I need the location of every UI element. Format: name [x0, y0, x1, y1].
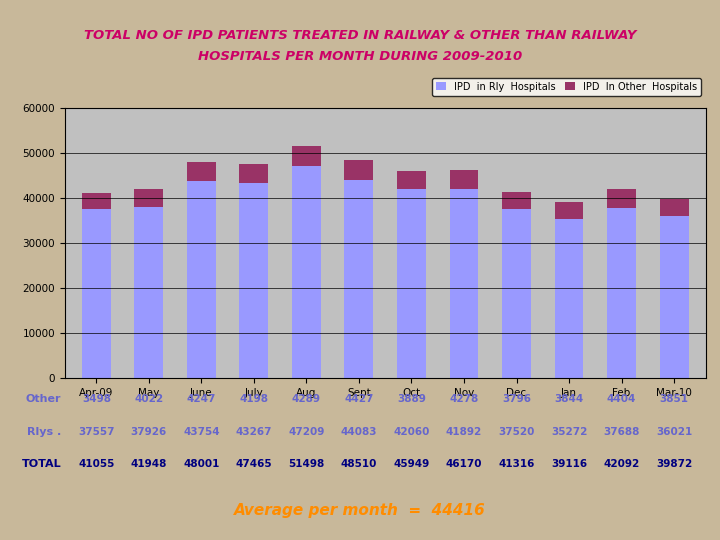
Bar — [344, 160, 374, 180]
Text: 41892: 41892 — [446, 427, 482, 437]
Bar — [344, 180, 374, 378]
Bar — [660, 216, 688, 378]
Bar — [240, 164, 269, 183]
Bar — [292, 166, 321, 378]
Text: 46170: 46170 — [446, 459, 482, 469]
Bar — [607, 208, 636, 378]
Text: 45949: 45949 — [393, 459, 430, 469]
Text: TOTAL: TOTAL — [22, 459, 61, 469]
Text: 39116: 39116 — [551, 459, 587, 469]
Text: 4289: 4289 — [292, 394, 321, 404]
Bar — [82, 193, 111, 209]
Text: 37688: 37688 — [603, 427, 640, 437]
Bar — [397, 189, 426, 378]
Bar — [449, 190, 478, 378]
Bar — [554, 219, 583, 378]
Text: 3498: 3498 — [82, 394, 111, 404]
Text: 4022: 4022 — [134, 394, 163, 404]
Text: 37926: 37926 — [131, 427, 167, 437]
Bar — [607, 188, 636, 208]
Text: 3796: 3796 — [502, 394, 531, 404]
Bar — [660, 199, 688, 216]
Text: 4247: 4247 — [186, 394, 216, 404]
Text: 47209: 47209 — [288, 427, 325, 437]
Text: 41316: 41316 — [498, 459, 535, 469]
Text: 37520: 37520 — [498, 427, 535, 437]
Bar — [449, 170, 478, 190]
Text: 41948: 41948 — [130, 459, 167, 469]
Text: 3851: 3851 — [660, 394, 688, 404]
Bar — [554, 202, 583, 219]
Text: 44083: 44083 — [341, 427, 377, 437]
Text: 4427: 4427 — [344, 394, 374, 404]
Text: HOSPITALS PER MONTH DURING 2009-2010: HOSPITALS PER MONTH DURING 2009-2010 — [198, 50, 522, 63]
Legend: IPD  in Rly  Hospitals, IPD  In Other  Hospitals: IPD in Rly Hospitals, IPD In Other Hospi… — [433, 78, 701, 96]
Text: 3889: 3889 — [397, 394, 426, 404]
Text: 42060: 42060 — [393, 427, 430, 437]
Text: 4198: 4198 — [239, 394, 269, 404]
Text: 37557: 37557 — [78, 427, 114, 437]
Bar — [502, 192, 531, 209]
Bar — [397, 171, 426, 189]
Text: 43754: 43754 — [183, 427, 220, 437]
Bar — [135, 207, 163, 378]
Text: 36021: 36021 — [656, 427, 692, 437]
Text: 4404: 4404 — [607, 394, 636, 404]
Text: 47465: 47465 — [235, 459, 272, 469]
Bar — [240, 183, 269, 378]
Text: 35272: 35272 — [551, 427, 588, 437]
Bar — [292, 146, 321, 166]
Text: Other: Other — [26, 394, 61, 404]
Text: 43267: 43267 — [235, 427, 272, 437]
Text: Average per month  =  44416: Average per month = 44416 — [234, 503, 486, 518]
Bar — [187, 162, 216, 181]
Text: Rlys .: Rlys . — [27, 427, 61, 437]
Text: 41055: 41055 — [78, 459, 114, 469]
Text: 48001: 48001 — [183, 459, 220, 469]
Bar — [82, 209, 111, 378]
Text: 3844: 3844 — [554, 394, 584, 404]
Bar — [502, 209, 531, 378]
Bar — [187, 181, 216, 378]
Text: 51498: 51498 — [288, 459, 325, 469]
Text: 4278: 4278 — [449, 394, 479, 404]
Text: 48510: 48510 — [341, 459, 377, 469]
Text: TOTAL NO OF IPD PATIENTS TREATED IN RAILWAY & OTHER THAN RAILWAY: TOTAL NO OF IPD PATIENTS TREATED IN RAIL… — [84, 29, 636, 42]
Text: 42092: 42092 — [603, 459, 639, 469]
Bar — [135, 189, 163, 207]
Text: 39872: 39872 — [656, 459, 692, 469]
